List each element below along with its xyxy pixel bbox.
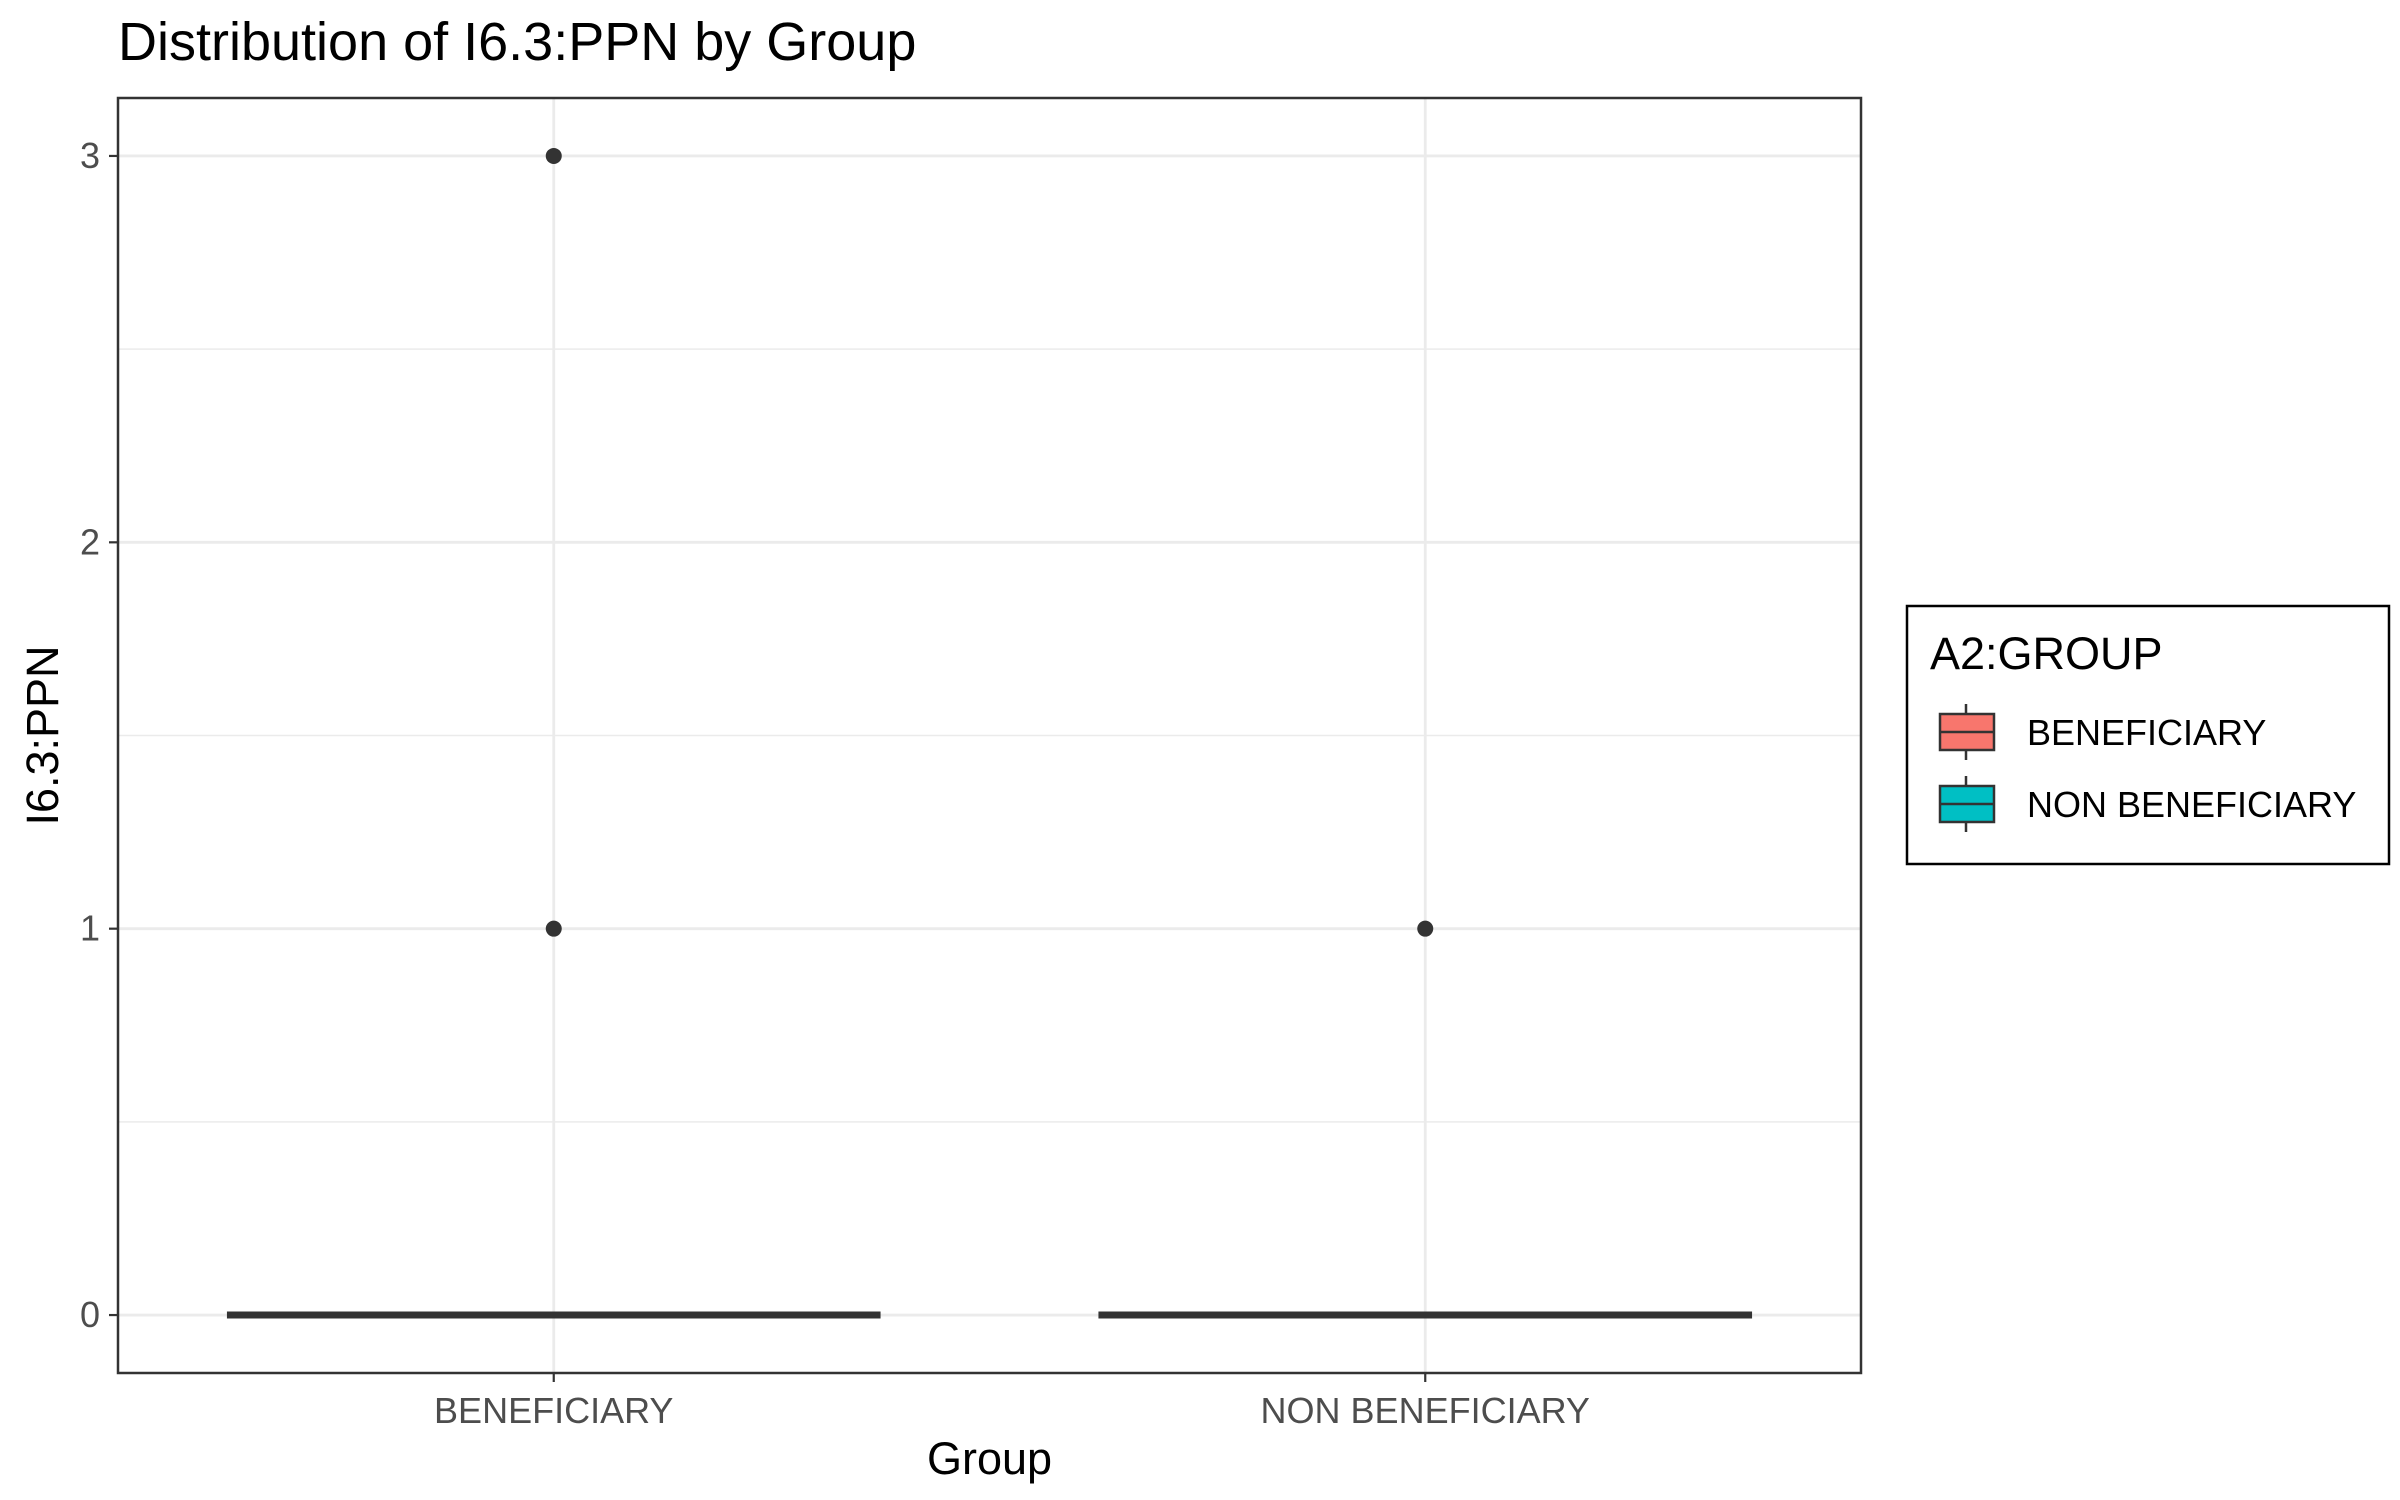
- x-tick-label: BENEFICIARY: [434, 1390, 673, 1431]
- x-tick-label: NON BENEFICIARY: [1261, 1390, 1590, 1431]
- outlier-point: [1417, 920, 1434, 937]
- y-axis-title: I6.3:PPN: [17, 645, 68, 825]
- x-axis-title: Group: [927, 1433, 1052, 1484]
- y-axis-ticks: 0 1 2 3: [80, 135, 118, 1335]
- y-tick-label: 0: [80, 1294, 100, 1335]
- legend-item-beneficiary: BENEFICIARY: [1938, 704, 2266, 760]
- grid-lines: [118, 98, 1861, 1373]
- y-tick-label: 2: [80, 521, 100, 562]
- legend-title: A2:GROUP: [1930, 628, 2163, 679]
- legend-label: NON BENEFICIARY: [2027, 784, 2356, 825]
- chart-title: Distribution of I6.3:PPN by Group: [118, 12, 916, 72]
- legend-item-non-beneficiary: NON BENEFICIARY: [1938, 776, 2356, 832]
- outlier-point: [545, 147, 562, 164]
- outlier-points: [545, 147, 1434, 937]
- legend: A2:GROUP BENEFICIARY NON BENEFICIARY: [1905, 604, 2391, 866]
- y-tick-label: 3: [80, 135, 100, 176]
- legend-items: BENEFICIARY NON BENEFICIARY: [1938, 704, 2356, 832]
- plot-panel-border: [116, 96, 1863, 1375]
- legend-label: BENEFICIARY: [2027, 712, 2266, 753]
- x-axis-ticks: BENEFICIARY NON BENEFICIARY: [434, 1373, 1590, 1431]
- outlier-point: [545, 920, 562, 937]
- y-tick-label: 1: [80, 908, 100, 949]
